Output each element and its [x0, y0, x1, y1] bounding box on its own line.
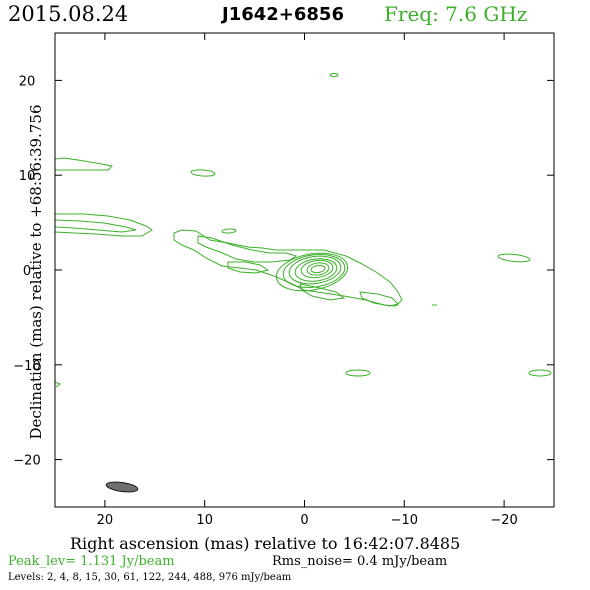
x-tick-label: −20 [490, 513, 517, 528]
knot-contour-e [345, 369, 371, 377]
knot-contour-f [528, 369, 552, 377]
y-tick-label: 0 [23, 264, 31, 279]
knot-contour-d [497, 253, 531, 263]
source-name: J1642+6856 [222, 4, 344, 25]
beam-ellipse [105, 481, 139, 493]
jet-contour-mid [197, 235, 298, 263]
jet-contour-southwest [359, 291, 399, 307]
peak-level: Peak_lev= 1.131 Jy/beam [8, 554, 175, 569]
epoch-date: 2015.08.24 [8, 2, 129, 26]
y-tick-label: 10 [19, 169, 36, 184]
knot-contour-c [329, 73, 339, 77]
left-edge-contour-1 [54, 157, 114, 171]
y-axis-label: Declination (mas) relative to +68:56:39.… [27, 104, 45, 440]
knot-contour-a [221, 228, 237, 234]
jet-contour-outer [173, 229, 403, 307]
x-tick-label: 20 [97, 513, 114, 528]
core-contour-7 [275, 252, 349, 292]
x-tick-label: 10 [196, 513, 213, 528]
left-edge-contour-2 [54, 213, 153, 237]
plot-frame [54, 32, 555, 508]
left-edge-contour-3 [54, 219, 137, 233]
x-tick-label: 0 [300, 513, 308, 528]
knot-contour-b [190, 169, 216, 177]
x-axis-label: Right ascension (mas) relative to 16:42:… [70, 534, 461, 553]
y-tick-label: −20 [13, 454, 40, 469]
core-contour-5 [288, 255, 342, 285]
jet-contour-south [299, 283, 346, 301]
jet-contour-east-knot [227, 261, 270, 274]
core-contour-1 [310, 264, 326, 274]
rms-noise: Rms_noise= 0.4 mJy/beam [272, 554, 448, 569]
frequency-label: Freq: 7.6 GHz [384, 2, 528, 26]
left-edge-contour-4 [54, 381, 62, 388]
core-contour-3 [300, 259, 334, 279]
y-tick-label: −10 [13, 359, 40, 374]
y-tick-label: 20 [19, 74, 36, 89]
x-tick-label: −10 [391, 513, 418, 528]
core-contour-2 [306, 262, 330, 276]
core-contour-4 [294, 258, 338, 282]
contour-levels: Levels: 2, 4, 8, 15, 30, 61, 122, 244, 4… [8, 572, 292, 583]
